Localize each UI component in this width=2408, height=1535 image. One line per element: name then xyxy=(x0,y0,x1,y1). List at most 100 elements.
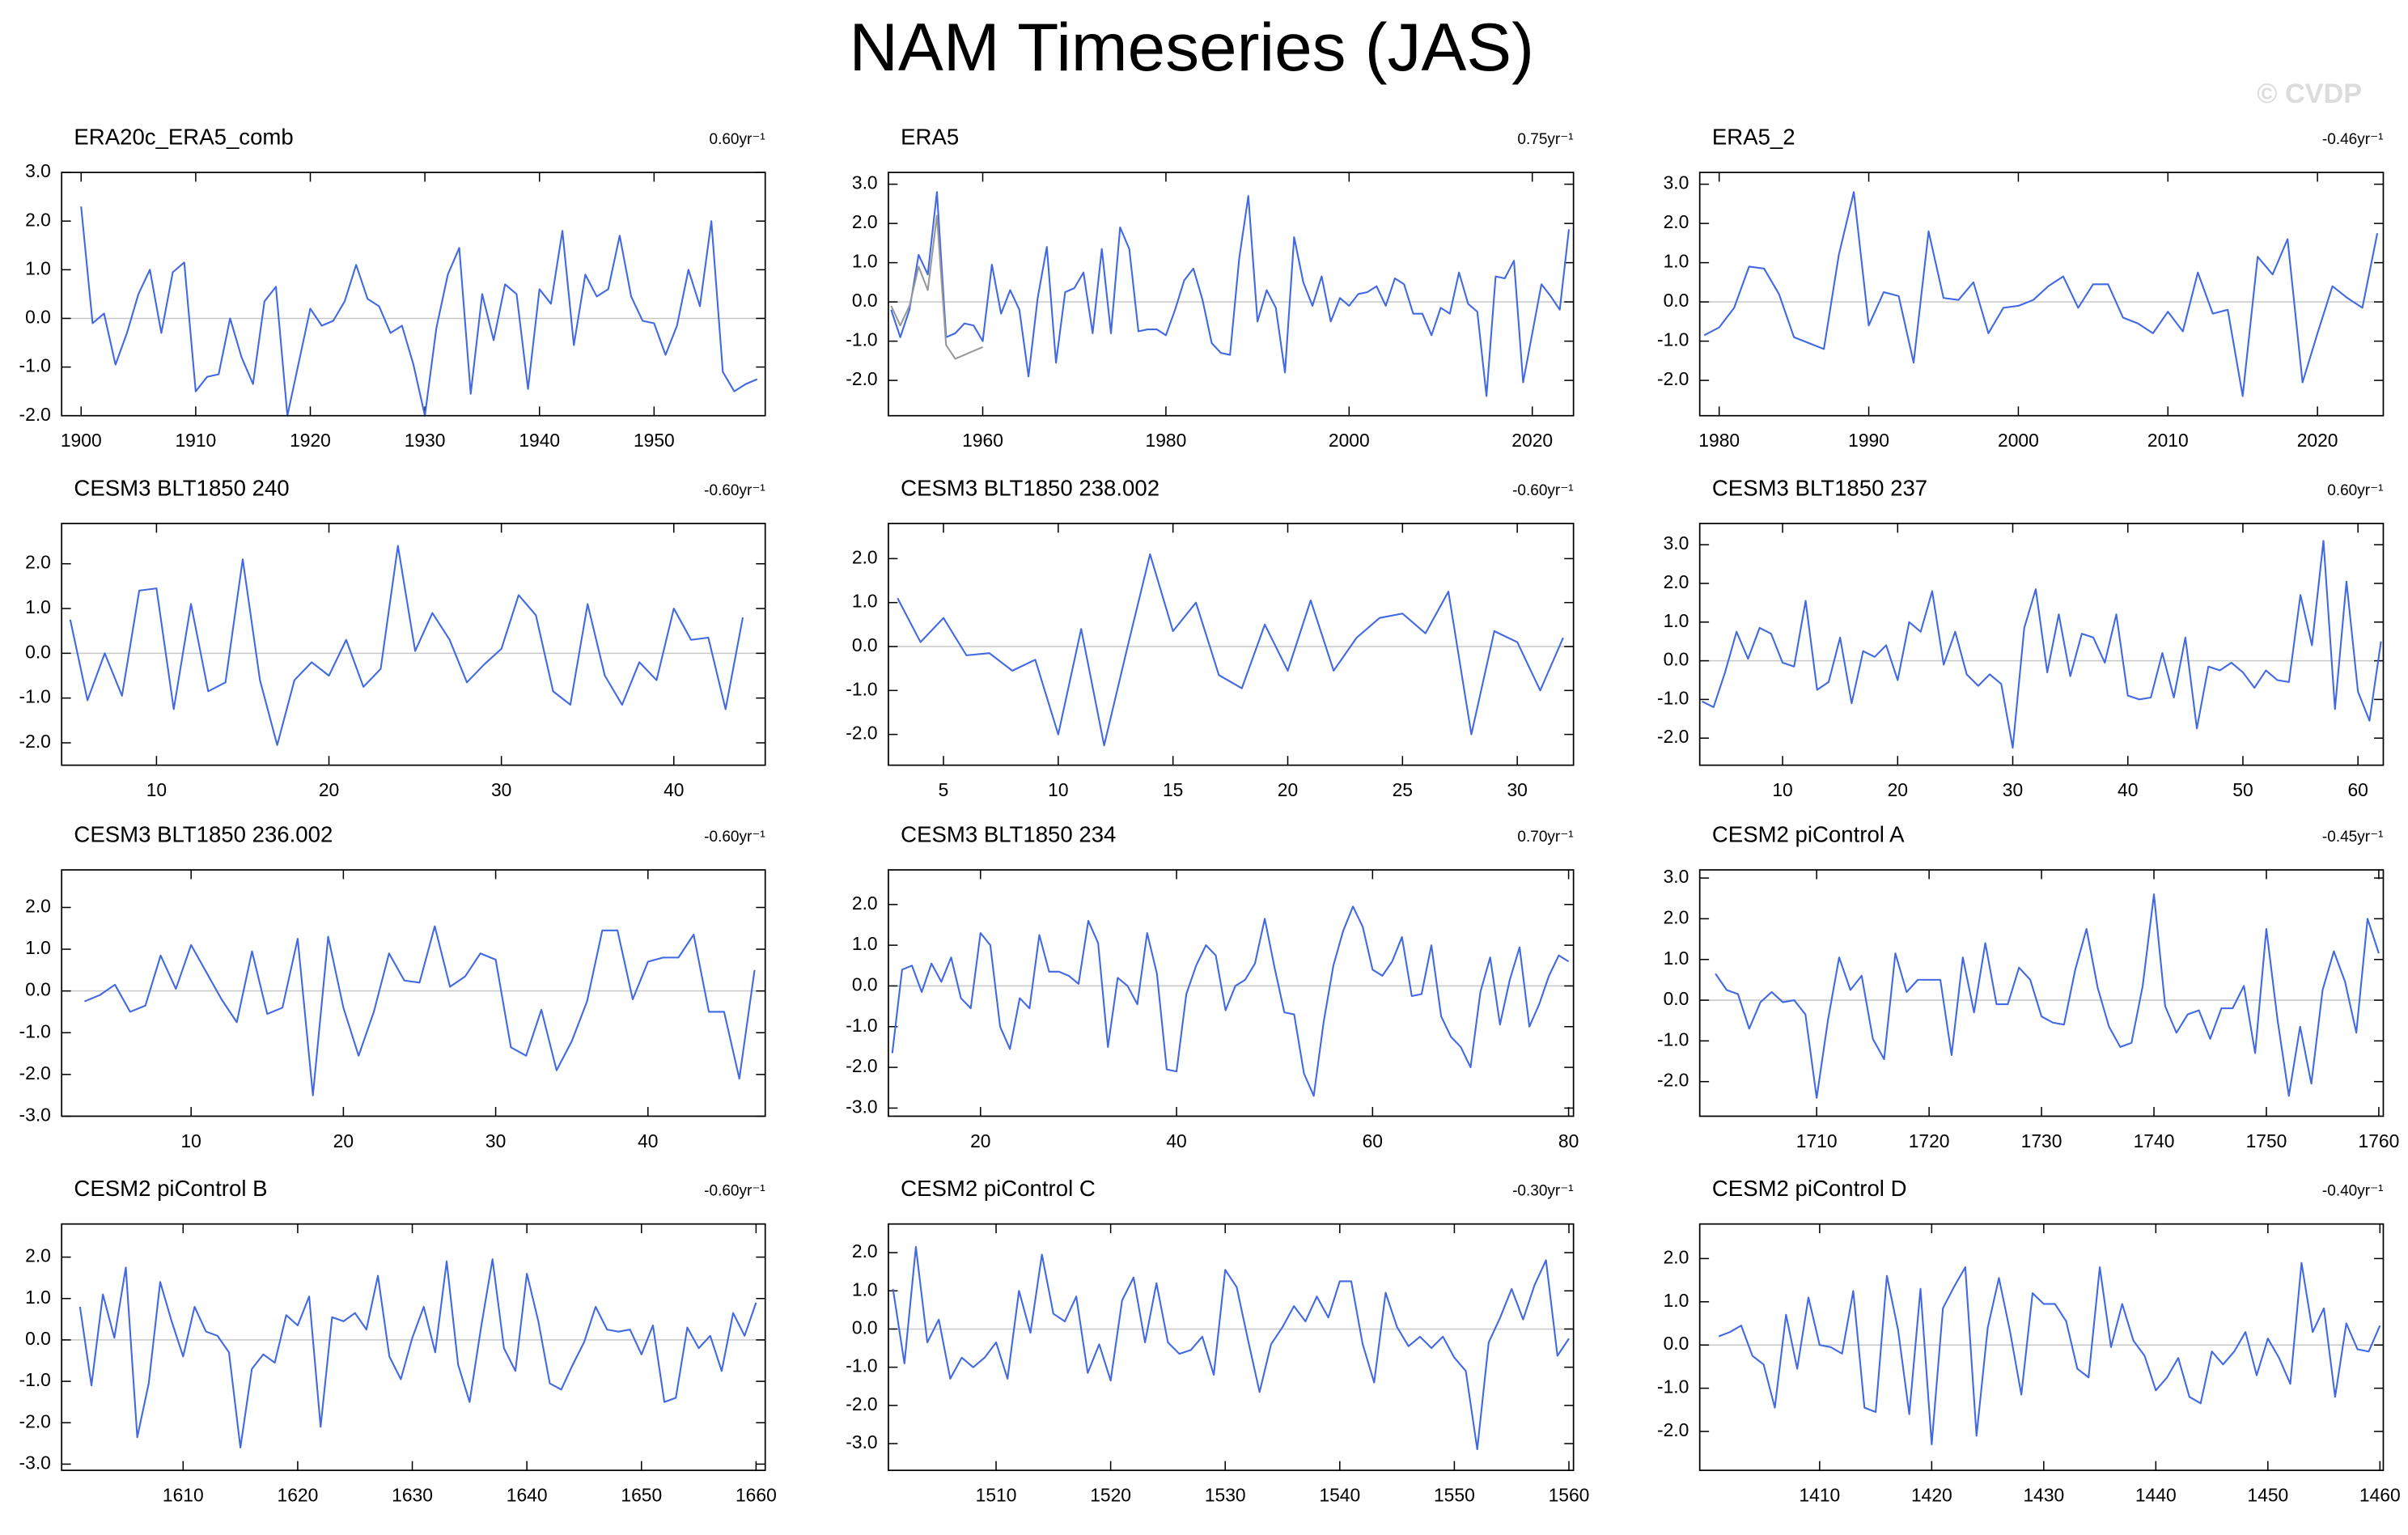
x-tick-label: 1550 xyxy=(1434,1484,1475,1505)
y-tick-label: 2.0 xyxy=(25,896,51,917)
panel-title: CESM2 piControl B xyxy=(74,1176,267,1201)
x-tick-label: 1960 xyxy=(962,430,1003,451)
x-tick-label: 60 xyxy=(2347,779,2368,800)
y-tick-label: 1.0 xyxy=(852,1278,878,1300)
series-line xyxy=(1718,1261,2381,1446)
x-tick-label: 1460 xyxy=(2359,1484,2401,1505)
series-line xyxy=(890,191,1571,397)
panel-title: CESM3 BLT1850 234 xyxy=(901,821,1116,846)
y-tick-label: 0.0 xyxy=(1664,290,1689,311)
panel-title: CESM3 BLT1850 236.002 xyxy=(74,821,333,846)
x-tick-label: 10 xyxy=(1048,779,1068,800)
x-tick-label: 10 xyxy=(146,779,167,800)
x-tick-label: 1620 xyxy=(278,1484,319,1505)
x-tick-label: 50 xyxy=(2232,779,2253,800)
x-tick-label: 1930 xyxy=(405,430,446,451)
series-line xyxy=(1703,191,2379,397)
series-line xyxy=(84,925,756,1096)
x-tick-label: 1910 xyxy=(175,430,216,451)
plot-frame xyxy=(61,523,766,766)
x-tick-label: 10 xyxy=(1772,779,1792,800)
x-tick-label: 1980 xyxy=(1698,430,1740,451)
plot-frame xyxy=(61,172,766,417)
y-tick-label: -2.0 xyxy=(1657,726,1689,747)
y-tick-label: 1.0 xyxy=(1664,251,1689,272)
x-tick-label: 1940 xyxy=(519,430,560,451)
x-tick-label: 30 xyxy=(2003,779,2023,800)
x-tick-label: 20 xyxy=(970,1130,990,1151)
x-tick-label: 40 xyxy=(1166,1130,1186,1151)
y-tick-label: 1.0 xyxy=(25,257,51,278)
y-tick-label: 2.0 xyxy=(1664,211,1689,232)
y-tick-label: 1.0 xyxy=(1664,1290,1689,1311)
y-tick-label: 0.0 xyxy=(852,973,878,994)
x-tick-label: 1650 xyxy=(621,1484,662,1505)
y-tick-label: 2.0 xyxy=(852,546,878,567)
y-tick-label: 2.0 xyxy=(25,1245,51,1266)
y-tick-label: -2.0 xyxy=(1657,368,1689,389)
x-tick-label: 5 xyxy=(939,779,949,800)
x-tick-label: 2020 xyxy=(1511,430,1553,451)
y-tick-label: 1.0 xyxy=(1664,610,1689,631)
y-tick-label: -2.0 xyxy=(1657,1419,1689,1440)
y-tick-label: 0.0 xyxy=(852,290,878,311)
trend-label: -0.30yr⁻¹ xyxy=(1512,1183,1574,1200)
x-tick-label: 1640 xyxy=(507,1484,548,1505)
series-line xyxy=(1715,893,2380,1099)
y-tick-label: 1.0 xyxy=(852,933,878,954)
x-tick-label: 40 xyxy=(663,779,684,800)
y-tick-label: 0.0 xyxy=(25,1328,51,1349)
plot-frame xyxy=(61,1223,766,1471)
x-tick-label: 15 xyxy=(1163,779,1183,800)
plot-frame xyxy=(888,523,1575,766)
y-tick-label: -1.0 xyxy=(1657,1376,1689,1397)
y-tick-label: 2.0 xyxy=(25,552,51,573)
y-tick-label: 1.0 xyxy=(852,591,878,612)
y-tick-label: 3.0 xyxy=(25,160,51,181)
trend-label: -0.45yr⁻¹ xyxy=(2322,829,2384,846)
x-tick-label: 1740 xyxy=(2134,1130,2175,1151)
series-line xyxy=(891,905,1570,1097)
x-tick-label: 1520 xyxy=(1090,1484,1131,1505)
plot-frame xyxy=(1698,523,2385,766)
y-tick-label: -3.0 xyxy=(19,1452,51,1473)
y-tick-label: -2.0 xyxy=(846,1393,877,1414)
x-tick-label: 20 xyxy=(319,779,339,800)
trend-label: -0.60yr⁻¹ xyxy=(1512,482,1574,499)
y-tick-label: 0.0 xyxy=(1664,1333,1689,1354)
trend-label: 0.60yr⁻¹ xyxy=(2327,482,2383,499)
panel-title: CESM3 BLT1850 237 xyxy=(1712,475,1927,500)
y-tick-label: -1.0 xyxy=(846,1015,877,1036)
y-tick-label: -1.0 xyxy=(19,1020,51,1041)
x-tick-label: 1540 xyxy=(1319,1484,1360,1505)
y-tick-label: -1.0 xyxy=(19,686,51,707)
panel-title: CESM2 piControl C xyxy=(901,1176,1096,1201)
y-tick-label: 2.0 xyxy=(852,1240,878,1261)
trend-label: -0.60yr⁻¹ xyxy=(704,829,765,846)
y-tick-label: -2.0 xyxy=(19,1410,51,1431)
x-tick-label: 1630 xyxy=(392,1484,433,1505)
x-tick-label: 2000 xyxy=(1329,430,1370,451)
panel-title: ERA5 xyxy=(901,125,959,150)
plot-frame xyxy=(888,1223,1575,1471)
y-tick-label: 3.0 xyxy=(1664,172,1689,193)
x-tick-label: 10 xyxy=(180,1130,201,1151)
watermark: © CVDP xyxy=(2257,78,2362,109)
y-tick-label: 1.0 xyxy=(852,251,878,272)
y-tick-label: -1.0 xyxy=(19,1369,51,1390)
y-tick-label: 0.0 xyxy=(852,634,878,655)
x-tick-label: 30 xyxy=(491,779,511,800)
x-tick-label: 1510 xyxy=(976,1484,1017,1505)
x-tick-label: 2010 xyxy=(2147,430,2189,451)
y-tick-label: 2.0 xyxy=(852,893,878,914)
plot-frame xyxy=(1698,869,2385,1117)
panel-title: CESM2 piControl D xyxy=(1712,1176,1907,1201)
plot-frame xyxy=(1698,172,2385,417)
x-tick-label: 30 xyxy=(1507,779,1527,800)
x-tick-label: 2000 xyxy=(1998,430,2039,451)
page-title: NAM Timeseries (JAS) xyxy=(850,9,1534,85)
y-tick-label: 2.0 xyxy=(852,211,878,232)
y-tick-label: -1.0 xyxy=(846,329,877,350)
